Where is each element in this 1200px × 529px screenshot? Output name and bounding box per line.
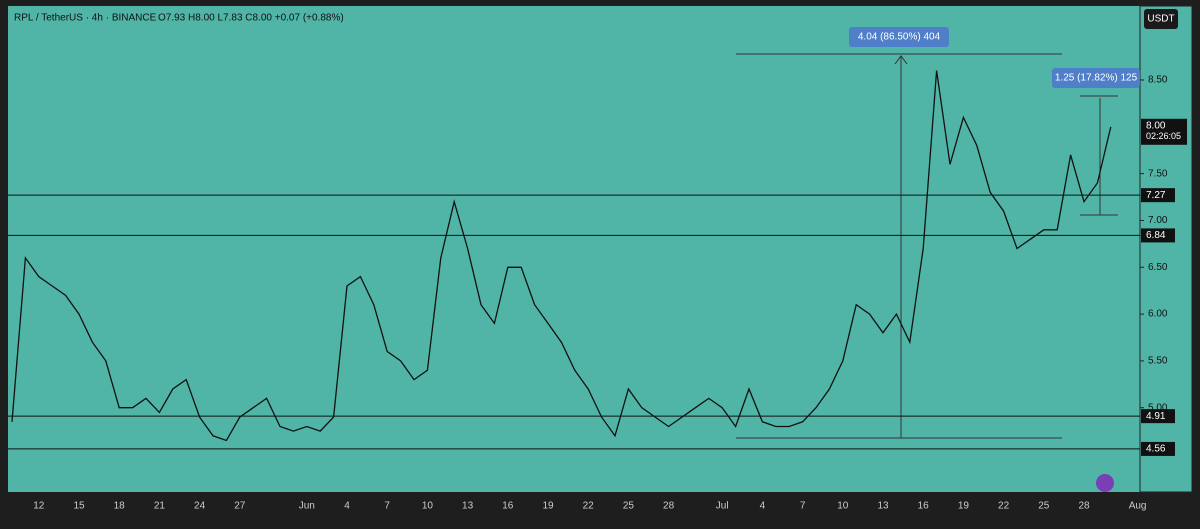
x-tick-label: 18 xyxy=(114,501,126,512)
level-label: 4.56 xyxy=(1146,444,1166,455)
x-tick-label: 16 xyxy=(918,501,930,512)
x-tick-label: 27 xyxy=(234,501,246,512)
price-box xyxy=(1141,118,1187,145)
level-box xyxy=(1141,441,1175,456)
x-tick-label: 7 xyxy=(384,501,390,512)
x-tick-label: 4 xyxy=(344,501,350,512)
y-tick-label: 7.50 xyxy=(1148,168,1168,179)
chart-title: RPL / TetherUS · 4h · BINANCE xyxy=(14,13,157,24)
measure-label: 4.04 (86.50%) 404 xyxy=(858,32,941,43)
measure2-label: 1.25 (17.82%) 125 xyxy=(1055,73,1138,84)
x-tick-label: 24 xyxy=(194,501,206,512)
x-tick-label: 19 xyxy=(542,501,554,512)
x-tick-label: 22 xyxy=(998,501,1010,512)
price-label: 8.00 xyxy=(1146,120,1166,131)
x-tick-label: 25 xyxy=(623,501,635,512)
x-tick-label: 28 xyxy=(663,501,675,512)
level-label: 7.27 xyxy=(1146,190,1166,201)
level-box xyxy=(1141,409,1175,424)
alert-icon[interactable] xyxy=(1096,474,1114,492)
countdown: 02:26:05 xyxy=(1146,131,1181,141)
measure2-box xyxy=(1052,68,1140,88)
y-tick-label: 8.50 xyxy=(1148,75,1168,86)
x-tick-label: 13 xyxy=(462,501,474,512)
x-tick-label: 10 xyxy=(837,501,849,512)
x-tick-label: 25 xyxy=(1038,501,1050,512)
y-tick-label: 5.00 xyxy=(1148,402,1168,413)
currency-box xyxy=(1144,9,1178,29)
x-tick-label: 15 xyxy=(73,501,85,512)
level-label: 6.84 xyxy=(1146,230,1166,241)
x-tick-label: 13 xyxy=(877,501,889,512)
x-tick-label: 16 xyxy=(502,501,514,512)
x-tick-label: Jun xyxy=(299,501,315,512)
y-tick-label: 6.50 xyxy=(1148,262,1168,273)
currency: USDT xyxy=(1147,14,1174,25)
x-tick-label: 10 xyxy=(422,501,434,512)
x-tick-label: 22 xyxy=(583,501,595,512)
x-tick-label: 28 xyxy=(1078,501,1090,512)
arrow-head xyxy=(894,55,908,65)
level-box xyxy=(1141,228,1175,243)
y-tick-label: 7.00 xyxy=(1148,215,1168,226)
x-tick-label: 7 xyxy=(800,501,806,512)
measure-box xyxy=(849,27,949,47)
x-tick-label: Jul xyxy=(716,501,729,512)
ohlc: O7.93 H8.00 L7.83 C8.00 +0.07 (+0.88%) xyxy=(158,13,344,24)
y-tick-label: 6.00 xyxy=(1148,309,1168,320)
x-tick-label: 12 xyxy=(33,501,45,512)
price-line xyxy=(11,70,1112,442)
x-tick-label: Aug xyxy=(1129,501,1147,512)
x-tick-label: 19 xyxy=(958,501,970,512)
x-tick-label: 21 xyxy=(154,501,166,512)
y-tick-label: 5.50 xyxy=(1148,356,1168,367)
plot-area xyxy=(8,6,1140,492)
level-box xyxy=(1141,188,1175,203)
level-label: 4.91 xyxy=(1146,411,1166,422)
x-tick-label: 4 xyxy=(760,501,766,512)
